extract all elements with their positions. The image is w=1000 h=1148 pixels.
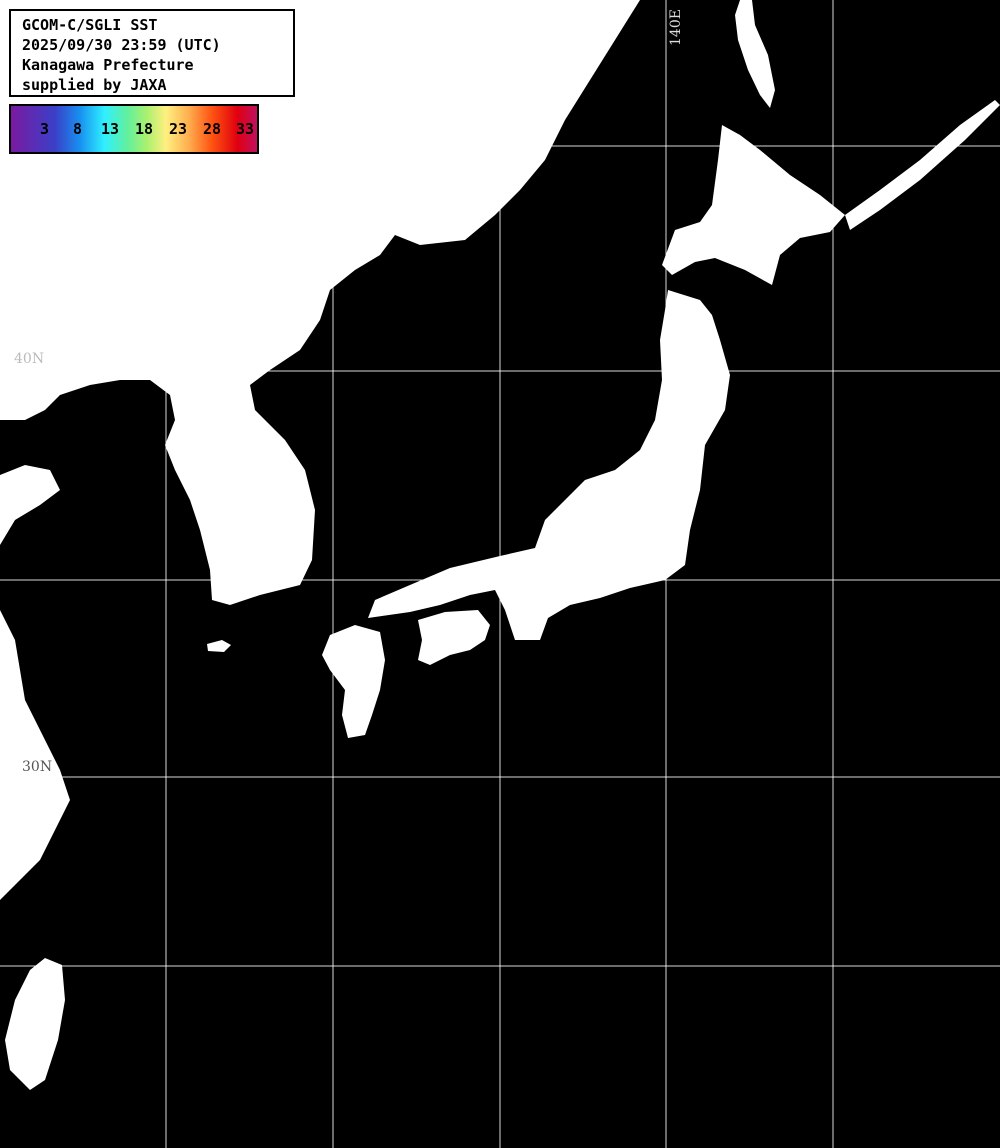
region-name: Kanagawa Prefecture [22, 56, 194, 74]
sst-color-legend: 3 8 13 18 23 28 33 [9, 104, 259, 154]
jeju-island [207, 640, 231, 652]
latitude-label-30n: 30N [22, 759, 53, 775]
legend-tick: 8 [73, 120, 83, 138]
legend-tick: 18 [135, 120, 154, 138]
credit: supplied by JAXA [22, 76, 167, 94]
longitude-label-140e: 140E [668, 9, 684, 46]
honshu [368, 290, 730, 640]
kyushu [322, 625, 385, 738]
hokkaido [662, 125, 845, 285]
timestamp: 2025/09/30 23:59 (UTC) [22, 36, 221, 54]
legend-tick: 13 [101, 120, 120, 138]
shikoku [418, 610, 490, 665]
china-east-coast [0, 610, 70, 900]
legend-tick: 28 [203, 120, 222, 138]
latitude-label-40n: 40N [14, 351, 45, 367]
legend-tick: 33 [236, 120, 255, 138]
kuril-islands [845, 100, 1000, 230]
legend-tick: 3 [40, 120, 50, 138]
info-box: GCOM-C/SGLI SST 2025/09/30 23:59 (UTC) K… [9, 9, 295, 97]
legend-tick: 23 [169, 120, 188, 138]
sakhalin [735, 0, 775, 108]
product-title: GCOM-C/SGLI SST [22, 16, 158, 34]
shandong-peninsula [0, 465, 60, 545]
taiwan [5, 958, 65, 1090]
